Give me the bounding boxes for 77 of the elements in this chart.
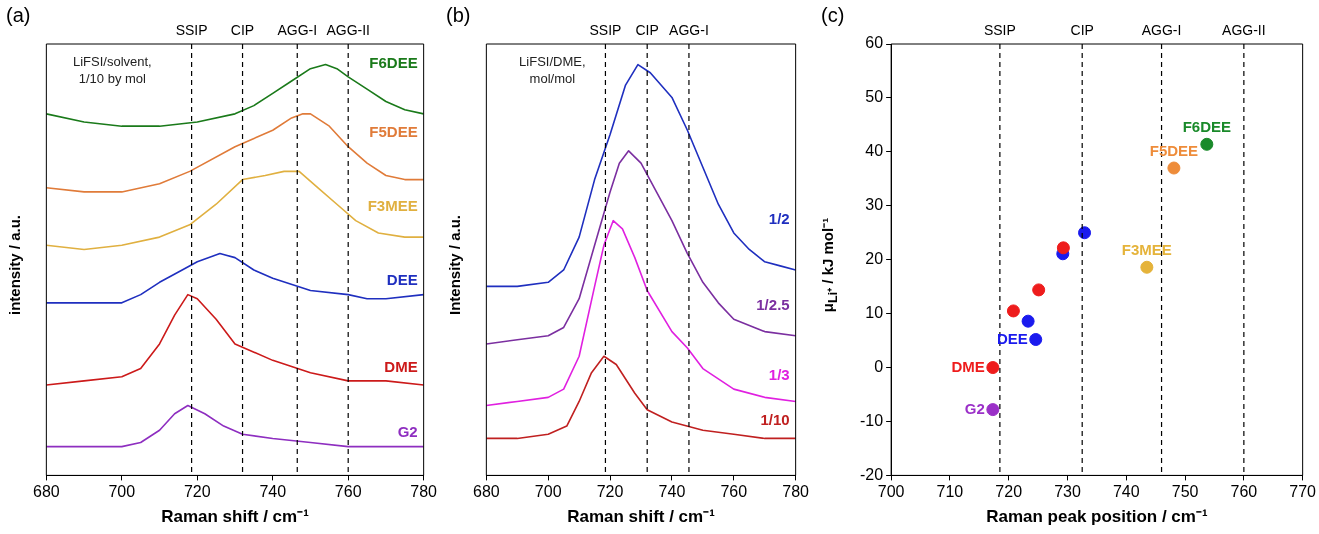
chart-title: (a) [6,4,31,27]
series-label: DME [384,357,418,375]
point [986,361,1000,375]
point [1140,260,1154,274]
ref-line-label: AGG-I [277,21,318,38]
y-tick-label: -10 [860,411,884,429]
y-axis-title: Intensity / a.u. [445,214,463,316]
point [1006,304,1020,318]
x-tick-label: 740 [1112,483,1140,501]
x-tick-label: 780 [410,483,438,501]
x-tick-label: 720 [596,483,624,501]
x-tick-label: 740 [259,483,287,501]
x-tick-label: 680 [473,483,500,501]
x-tick-label: 710 [936,483,964,501]
series-label: DME [951,357,985,375]
point [1032,283,1046,297]
x-tick-label: 730 [1054,483,1081,501]
series-label: F6DEE [1182,117,1231,135]
x-tick-label: 740 [658,483,686,501]
ref-line-label: SSIP [589,21,622,38]
point [1167,161,1181,175]
series-label: G2 [964,399,985,417]
series-label: F5DEE [1149,141,1199,159]
point [1200,137,1214,151]
x-axis-title: Raman peak position / cm⁻¹ [986,507,1208,527]
y-axis-title: intensity / a.u. [5,214,23,316]
series-label: 1/10 [760,410,790,428]
annotation: LiFSI/solvent, 1/10 by mol [72,54,152,87]
point [1078,226,1092,240]
y-tick-label: -20 [860,465,884,483]
x-axis-title: Raman shift / cm⁻¹ [567,507,716,527]
ref-line-label: SSIP [983,21,1016,38]
series-label: 1/3 [768,365,790,383]
series-label: F3MEE [367,197,418,215]
x-tick-label: 760 [334,483,362,501]
ref-line-label: CIP [230,21,255,38]
x-tick-label: 700 [108,483,136,501]
x-tick-label: 700 [877,483,905,501]
ref-line-label: CIP [635,21,659,38]
point [1056,241,1070,255]
series-label: F6DEE [369,53,418,71]
ref-line-label: SSIP [175,21,208,38]
point [986,403,1000,417]
x-axis-title: Raman shift / cm⁻¹ [161,507,310,527]
ref-line-label: AGG-I [1141,21,1182,38]
chart-title: (b) [446,4,471,27]
ref-line-label: AGG-I [669,21,709,38]
x-tick-label: 770 [1289,483,1317,501]
series-label: 1/2.5 [756,295,790,313]
series-label: DEE [386,271,418,289]
x-tick-label: 750 [1171,483,1199,501]
x-tick-label: 720 [995,483,1023,501]
ref-line-label: CIP [1070,21,1094,38]
point [1029,333,1043,347]
x-tick-label: 760 [720,483,748,501]
y-tick-label: 60 [865,34,884,52]
ref-line-label: AGG-II [326,21,370,38]
y-tick-label: 0 [874,357,884,375]
x-tick-label: 700 [534,483,562,501]
series-label: DEE [996,329,1028,347]
annotation: LiFSI/DME, mol/mol [519,54,586,87]
series-label: F5DEE [369,123,418,141]
y-tick-label: 10 [865,304,884,322]
x-tick-label: 680 [33,483,60,501]
x-tick-label: 780 [782,483,810,501]
series-label: 1/2 [768,209,790,227]
y-tick-label: 20 [865,250,884,268]
x-tick-label: 720 [183,483,211,501]
series-label: G2 [397,423,418,441]
y-tick-label: 40 [865,142,884,160]
y-tick-label: 50 [865,88,884,106]
x-tick-label: 760 [1230,483,1258,501]
y-tick-label: 30 [865,196,884,214]
point [1021,314,1035,328]
series-label: F3MEE [1121,240,1172,258]
ref-line-label: AGG-II [1222,21,1266,38]
chart-title: (c) [821,4,845,27]
